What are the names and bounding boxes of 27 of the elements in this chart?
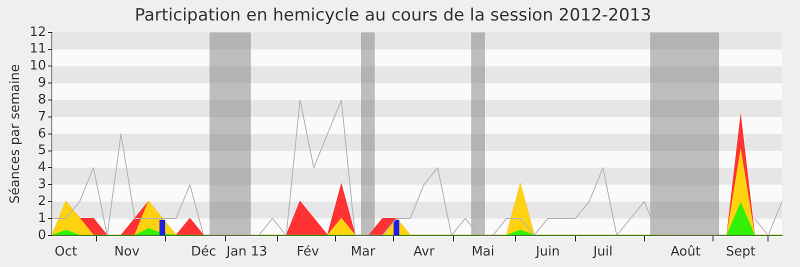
y-tick-label: 12 bbox=[30, 24, 46, 40]
x-tick-label: Août bbox=[670, 244, 701, 260]
x-tick-label: Sept bbox=[726, 244, 756, 260]
x-tick-label: Juin bbox=[534, 244, 560, 260]
x-tick-label: Oct bbox=[54, 244, 78, 260]
y-tick-label: 8 bbox=[38, 92, 46, 108]
x-tick-label: Nov bbox=[114, 244, 140, 260]
y-tick-label: 6 bbox=[38, 126, 46, 142]
y-tick-label: 10 bbox=[30, 58, 46, 74]
y-axis-title: Séances par semaine bbox=[8, 64, 24, 204]
y-tick-label: 3 bbox=[38, 177, 46, 192]
y-tick-label: 4 bbox=[38, 160, 46, 176]
y-tick-label: 2 bbox=[38, 194, 46, 209]
y-tick-label: 7 bbox=[38, 109, 46, 124]
x-tick-label: Avr bbox=[413, 244, 436, 260]
y-tick-label: 0 bbox=[38, 228, 46, 243]
y-tick-label: 1 bbox=[38, 210, 46, 226]
x-tick-label: Déc bbox=[191, 244, 216, 260]
x-tick-label: Fév bbox=[296, 244, 320, 260]
x-tick-label: Mar bbox=[350, 244, 376, 260]
x-tick-label: Jan 13 bbox=[226, 244, 268, 260]
x-tick-label: Mai bbox=[472, 244, 494, 260]
y-tick-label: 9 bbox=[38, 76, 46, 91]
x-tick-label: Juil bbox=[592, 244, 613, 260]
y-tick-label: 5 bbox=[38, 143, 46, 158]
chart-title: Participation en hemicycle au cours de la session 2012-2013 bbox=[134, 6, 652, 26]
y-tick-label: 11 bbox=[30, 42, 46, 57]
